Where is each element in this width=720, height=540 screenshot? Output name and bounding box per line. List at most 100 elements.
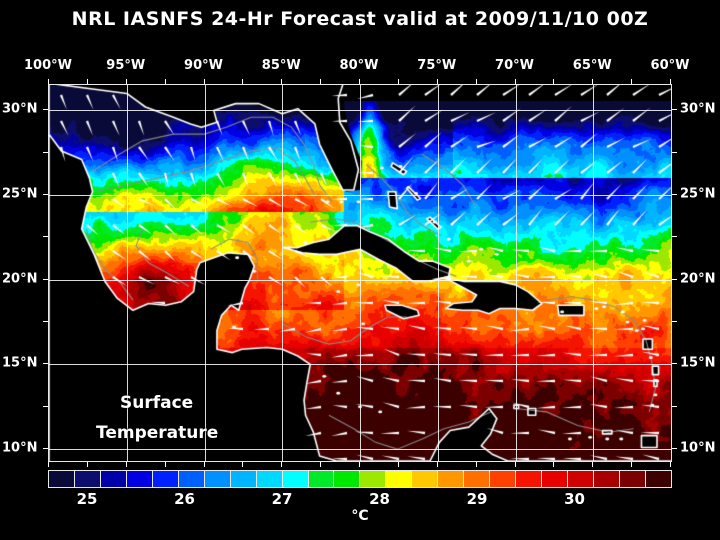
lon-tick <box>670 79 671 84</box>
colorbar-unit-label: °C <box>0 508 720 524</box>
forecast-map-figure: NRL IASNFS 24-Hr Forecast valid at 2009/… <box>0 0 720 540</box>
lat-label-right-15N: 15°N <box>680 356 715 371</box>
lon-tick <box>87 462 88 467</box>
colorbar-tick-label-25: 25 <box>77 490 98 508</box>
lat-label-left-25N: 25°N <box>2 187 37 202</box>
colorbar-segment <box>257 471 283 487</box>
colorbar-tick-label-28: 28 <box>369 490 390 508</box>
figure-title: NRL IASNFS 24-Hr Forecast valid at 2009/… <box>0 8 720 30</box>
gridline-parallel <box>49 280 671 281</box>
lon-label-75W: 75°W <box>417 58 456 73</box>
lon-tick <box>592 462 593 467</box>
lon-tick <box>165 462 166 467</box>
lat-tick <box>672 236 677 237</box>
annotation-line-2: Temperature <box>96 418 218 448</box>
colorbar-segment <box>231 471 257 487</box>
gridline-meridian <box>593 85 594 461</box>
colorbar-segment <box>646 471 671 487</box>
lon-tick <box>476 462 477 467</box>
lon-label-95W: 95°W <box>106 58 145 73</box>
lon-label-70W: 70°W <box>495 58 534 73</box>
colorbar-segment <box>179 471 205 487</box>
gridline-meridian <box>438 85 439 461</box>
gridline-parallel <box>49 195 671 196</box>
colorbar-segment <box>283 471 309 487</box>
lon-tick <box>398 79 399 84</box>
lon-tick <box>670 462 671 467</box>
lon-tick <box>592 79 593 84</box>
lat-label-right-30N: 30°N <box>680 102 715 117</box>
colorbar-segment <box>386 471 412 487</box>
lon-tick <box>437 462 438 467</box>
lat-tick <box>672 321 677 322</box>
gridline-parallel <box>49 449 671 450</box>
lat-label-left-30N: 30°N <box>2 102 37 117</box>
lat-tick <box>43 448 48 449</box>
lat-label-right-25N: 25°N <box>680 187 715 202</box>
lat-tick <box>672 448 677 449</box>
lat-tick <box>43 321 48 322</box>
gridline-parallel <box>49 110 671 111</box>
lat-tick <box>43 152 48 153</box>
lon-label-90W: 90°W <box>184 58 223 73</box>
colorbar-segment <box>360 471 386 487</box>
lon-tick <box>242 462 243 467</box>
lon-tick <box>437 79 438 84</box>
lon-label-85W: 85°W <box>262 58 301 73</box>
lat-label-left-20N: 20°N <box>2 271 37 286</box>
lat-tick <box>672 279 677 280</box>
colorbar-segment <box>464 471 490 487</box>
colorbar-segment <box>49 471 75 487</box>
lon-label-65W: 65°W <box>573 58 612 73</box>
lon-tick <box>204 462 205 467</box>
colorbar-segment <box>438 471 464 487</box>
lon-tick <box>320 462 321 467</box>
lat-label-right-10N: 10°N <box>680 441 715 456</box>
lon-tick <box>281 79 282 84</box>
colorbar-segment <box>412 471 438 487</box>
lon-tick <box>359 462 360 467</box>
lon-tick <box>48 79 49 84</box>
lat-tick <box>43 194 48 195</box>
colorbar-segment <box>309 471 335 487</box>
gridline-meridian <box>516 85 517 461</box>
lat-tick <box>43 109 48 110</box>
lon-tick <box>476 79 477 84</box>
lat-tick <box>43 363 48 364</box>
lat-tick <box>672 109 677 110</box>
lat-tick <box>672 406 677 407</box>
lat-tick <box>43 236 48 237</box>
colorbar-segment <box>75 471 101 487</box>
lon-tick <box>631 462 632 467</box>
lon-tick <box>165 79 166 84</box>
colorbar-segment <box>568 471 594 487</box>
lon-tick <box>398 462 399 467</box>
lon-tick <box>553 462 554 467</box>
colorbar-tick-label-29: 29 <box>467 490 488 508</box>
gridline-meridian <box>360 85 361 461</box>
colorbar-segment <box>620 471 646 487</box>
colorbar-tick-label-27: 27 <box>272 490 293 508</box>
lon-tick <box>87 79 88 84</box>
lon-tick <box>515 462 516 467</box>
lon-label-60W: 60°W <box>651 58 690 73</box>
lat-label-left-15N: 15°N <box>2 356 37 371</box>
colorbar-segment <box>205 471 231 487</box>
lon-tick <box>204 79 205 84</box>
colorbar-tick-label-30: 30 <box>564 490 585 508</box>
lat-tick <box>672 152 677 153</box>
lon-tick <box>281 462 282 467</box>
lon-tick <box>553 79 554 84</box>
lat-tick <box>672 194 677 195</box>
lon-tick <box>631 79 632 84</box>
gridline-parallel <box>49 364 671 365</box>
lon-tick <box>320 79 321 84</box>
surface-temperature-annotation: Surface Temperature <box>120 388 218 448</box>
lat-tick <box>43 279 48 280</box>
lon-tick <box>242 79 243 84</box>
colorbar-segment <box>516 471 542 487</box>
colorbar-segment <box>153 471 179 487</box>
colorbar-tick-label-26: 26 <box>174 490 195 508</box>
lon-tick <box>515 79 516 84</box>
lon-tick <box>126 79 127 84</box>
